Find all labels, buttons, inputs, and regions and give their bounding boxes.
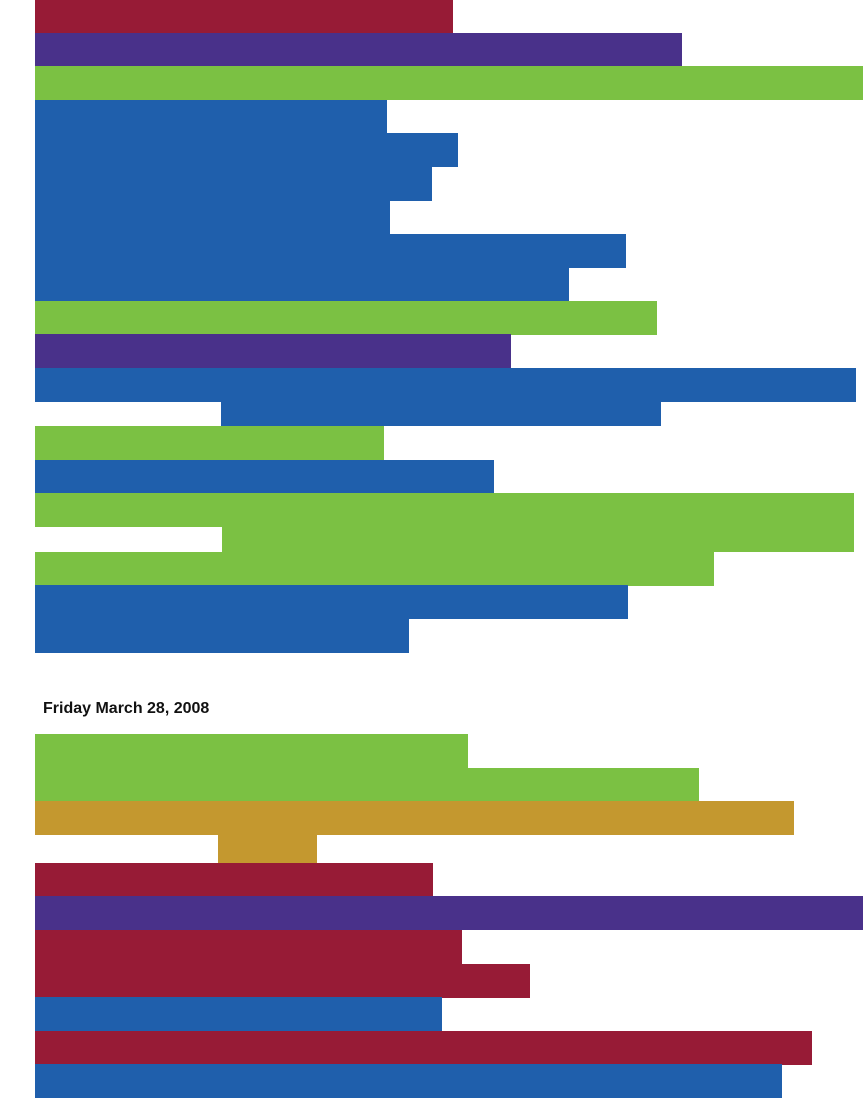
top-bar-4[interactable]	[35, 100, 387, 134]
bottom-bar-8[interactable]	[35, 997, 442, 1031]
top-bar-9[interactable]	[35, 267, 569, 301]
top-bar-18[interactable]	[35, 619, 409, 653]
top-bar-1[interactable]	[35, 0, 453, 33]
bottom-bar-5[interactable]	[35, 896, 863, 930]
bottom-bar-3[interactable]	[35, 801, 794, 835]
top-bar-13[interactable]	[35, 426, 384, 460]
top-bar-6[interactable]	[35, 167, 432, 201]
top-bar-10[interactable]	[35, 301, 657, 335]
bottom-bar-6[interactable]	[35, 930, 462, 964]
top-bar-8[interactable]	[35, 234, 626, 268]
top-bar-15[interactable]	[35, 493, 854, 527]
top-bar-3[interactable]	[35, 66, 863, 100]
bottom-bar-2[interactable]	[35, 768, 699, 802]
bottom-bar-7[interactable]	[35, 964, 530, 998]
top-bar-17[interactable]	[35, 585, 628, 619]
top-bar-14[interactable]	[35, 460, 494, 494]
top-bar-2[interactable]	[35, 33, 682, 67]
bottom-bar-3-continuation[interactable]	[218, 835, 317, 863]
top-bar-7[interactable]	[35, 200, 390, 234]
top-bar-15-continuation[interactable]	[222, 527, 854, 552]
top-bar-16[interactable]	[35, 552, 714, 586]
date-heading: Friday March 28, 2008	[43, 700, 210, 717]
bottom-bar-4[interactable]	[35, 863, 433, 897]
bottom-bar-10[interactable]	[35, 1064, 782, 1098]
bottom-bar-9[interactable]	[35, 1031, 812, 1065]
bottom-bar-1[interactable]	[35, 734, 468, 768]
top-bar-11[interactable]	[35, 334, 511, 368]
top-bar-12[interactable]	[35, 368, 856, 402]
top-bar-5[interactable]	[35, 133, 458, 167]
top-bar-12-continuation[interactable]	[221, 401, 661, 426]
